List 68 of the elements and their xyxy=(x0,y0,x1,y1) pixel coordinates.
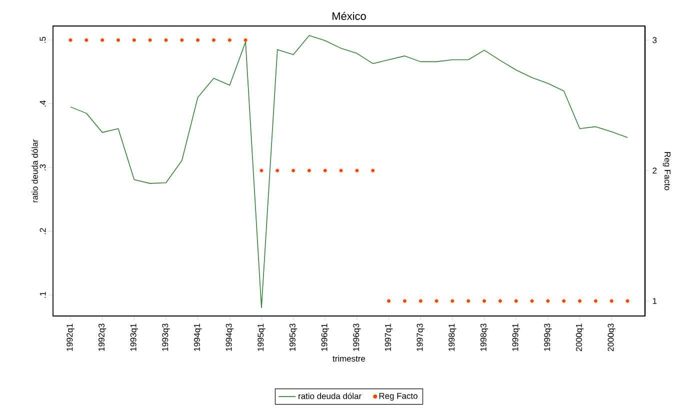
point xyxy=(292,168,296,172)
x-tick-label: 1992q3 xyxy=(98,324,106,351)
point xyxy=(116,38,120,42)
point xyxy=(450,299,454,303)
point xyxy=(434,299,438,303)
x-tick-label: 2000q3 xyxy=(608,324,616,352)
point xyxy=(402,299,406,303)
y-tick-label: .4 xyxy=(40,100,46,107)
x-tick-label: 1992q1 xyxy=(66,324,74,351)
point xyxy=(196,38,200,42)
point xyxy=(148,38,152,42)
point xyxy=(466,299,470,303)
x-tick-label: 1994q3 xyxy=(226,324,234,351)
point xyxy=(530,299,534,303)
point xyxy=(180,38,184,42)
legend-label: ratio deuda dólar xyxy=(298,392,362,400)
x-tick-label: 1996q1 xyxy=(321,324,329,351)
point xyxy=(482,299,486,303)
point xyxy=(498,299,502,303)
x-tick-label: 1994q1 xyxy=(194,324,202,351)
point xyxy=(355,168,359,172)
point xyxy=(307,168,312,172)
point xyxy=(626,299,630,303)
y-tick-label: .1 xyxy=(40,292,46,298)
point xyxy=(514,299,518,303)
point xyxy=(610,299,614,303)
point xyxy=(68,38,72,42)
x-tick-label: 2000q1 xyxy=(576,324,584,352)
legend-label: Reg Facto xyxy=(379,392,418,401)
x-tick-label: 1999q1 xyxy=(512,324,520,351)
x-tick-label: 1999q3 xyxy=(544,324,552,351)
point xyxy=(339,168,343,172)
x-tick-label: 1997q1 xyxy=(384,324,393,351)
point xyxy=(371,168,375,172)
y2-tick-label: 1 xyxy=(652,298,657,304)
point xyxy=(323,168,327,172)
point xyxy=(386,299,391,303)
x-tick-label: 1997q3 xyxy=(416,324,424,351)
y-tick-label: .5 xyxy=(40,36,46,43)
point xyxy=(84,38,88,42)
y-axis-title: ratio deuda dólar xyxy=(32,139,38,202)
y2-tick-label: 3 xyxy=(652,37,657,44)
point xyxy=(260,168,264,172)
chart-title: México xyxy=(332,12,366,20)
x-tick-label: 1998q1 xyxy=(448,324,456,351)
y2-axis-title: Reg Facto xyxy=(662,152,670,190)
point xyxy=(212,38,216,42)
point xyxy=(594,299,598,303)
x-axis-title: trimestre xyxy=(332,355,366,362)
x-tick-label: 1998q3 xyxy=(480,324,488,351)
y2-tick-label: 2 xyxy=(652,168,657,174)
point xyxy=(418,299,422,303)
point xyxy=(132,38,136,42)
point xyxy=(164,38,168,42)
x-tick-label: 1996q3 xyxy=(353,324,361,351)
point xyxy=(578,299,582,303)
point xyxy=(276,168,280,172)
x-tick-label: 1995q3 xyxy=(289,324,298,351)
y-tick-label: .2 xyxy=(40,228,46,234)
point xyxy=(546,299,550,303)
point xyxy=(228,38,232,42)
x-tick-label: 1993q3 xyxy=(162,324,170,351)
point xyxy=(100,38,104,42)
x-tick-label: 1995q1 xyxy=(258,324,266,351)
x-tick-label: 1993q1 xyxy=(130,324,138,351)
point xyxy=(244,38,248,42)
y-tick-label: .3 xyxy=(40,164,46,170)
point xyxy=(562,299,566,303)
